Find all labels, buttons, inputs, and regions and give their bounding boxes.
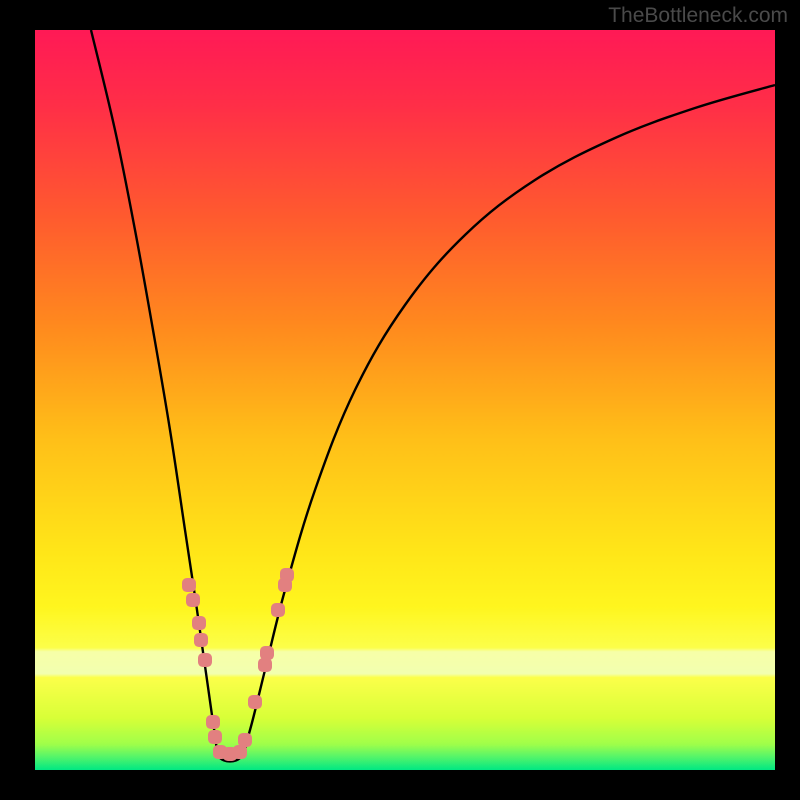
data-marker xyxy=(280,568,294,582)
curve-overlay xyxy=(35,30,775,770)
data-marker xyxy=(198,653,212,667)
data-marker xyxy=(192,616,206,630)
plot-area xyxy=(35,30,775,770)
data-marker xyxy=(271,603,285,617)
data-marker xyxy=(238,733,252,747)
bottleneck-curve xyxy=(91,30,775,761)
data-marker xyxy=(208,730,222,744)
data-marker xyxy=(186,593,200,607)
data-marker xyxy=(194,633,208,647)
data-marker xyxy=(206,715,220,729)
watermark-text: TheBottleneck.com xyxy=(608,4,788,28)
data-marker xyxy=(248,695,262,709)
data-marker xyxy=(260,646,274,660)
data-marker xyxy=(233,745,247,759)
data-marker xyxy=(182,578,196,592)
data-marker xyxy=(258,658,272,672)
